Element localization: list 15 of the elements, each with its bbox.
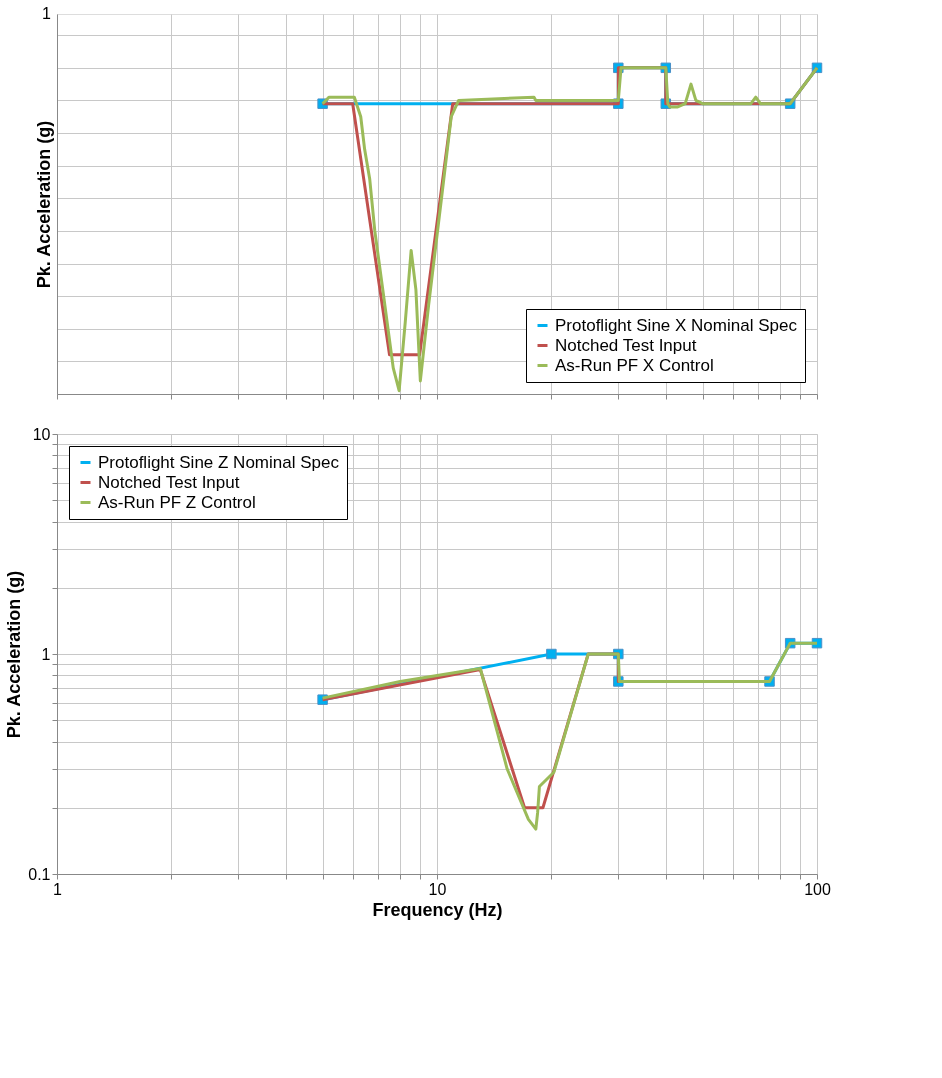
legend-label: Protoflight Sine X Nominal Spec [555, 315, 798, 335]
x-tick-label: 100 [804, 880, 831, 898]
y-axis-title: Pk. Acceleration (g) [4, 570, 25, 739]
y-tick-label: 0.1 [28, 865, 51, 883]
legend-label: Notched Test Input [555, 335, 697, 355]
y-tick-label: 1 [41, 645, 51, 663]
x-tick-label: 1 [53, 880, 63, 898]
legend-label: As-Run PF Z Control [98, 492, 256, 512]
y-tick-label: 10 [32, 425, 51, 443]
legend-label: Notched Test Input [98, 472, 240, 492]
legend-label: Protoflight Sine Z Nominal Spec [98, 452, 340, 472]
x-tick-label: 10 [428, 880, 447, 898]
legend-label: As-Run PF X Control [555, 355, 714, 375]
y-axis-title: Pk. Acceleration (g) [33, 120, 54, 289]
x-axis-title: Frequency (Hz) [372, 899, 503, 920]
